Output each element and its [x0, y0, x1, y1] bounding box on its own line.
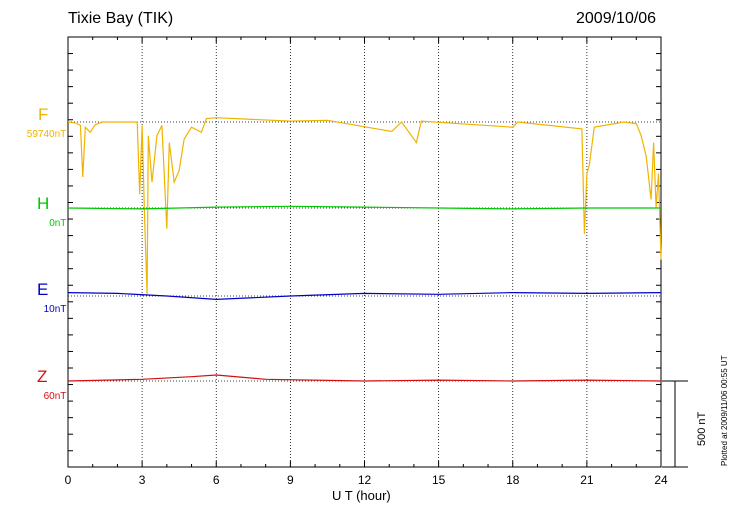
x-tick-label: 21 [580, 473, 594, 487]
x-tick-label: 15 [432, 473, 446, 487]
series-baseline-label-E: 10nT [43, 304, 67, 315]
series-label-F: F [38, 105, 49, 124]
x-tick-label: 12 [358, 473, 372, 487]
tick-layer: 0 3 6 9 12 15 18 21 24 [65, 36, 668, 487]
series-line-Z [67, 374, 662, 382]
series-baseline-label-Z: 60nT [43, 391, 67, 402]
x-tick-label: 6 [213, 473, 220, 487]
scale-bar [662, 380, 688, 468]
series-baseline-label-F: 59740nT [26, 129, 67, 140]
plotted-at-stamp: Plotted at 2009/11/06 00:55 UT [720, 355, 729, 466]
plot-frame [67, 36, 662, 468]
x-axis-label: U T (hour) [332, 488, 391, 503]
series-layer [67, 117, 662, 382]
station-title: Tixie Bay (TIK) [68, 10, 174, 27]
series-label-Z: Z [37, 367, 48, 386]
x-tick-label: 0 [65, 473, 72, 487]
series-label-E: E [37, 280, 49, 299]
x-tick-label: 18 [506, 473, 520, 487]
series-line-E [67, 291, 662, 301]
x-tick-label: 24 [654, 473, 668, 487]
scale-bar-label: 500 nT [696, 411, 708, 446]
x-tick-label: 9 [287, 473, 294, 487]
series-label-H: H [37, 194, 50, 213]
series-line-F [67, 117, 662, 295]
series-line-H [67, 205, 661, 210]
series-baseline-label-H: 0nT [49, 218, 67, 229]
x-tick-label: 3 [139, 473, 146, 487]
plot-date: 2009/10/06 [576, 10, 657, 27]
grid-layer [67, 36, 662, 468]
